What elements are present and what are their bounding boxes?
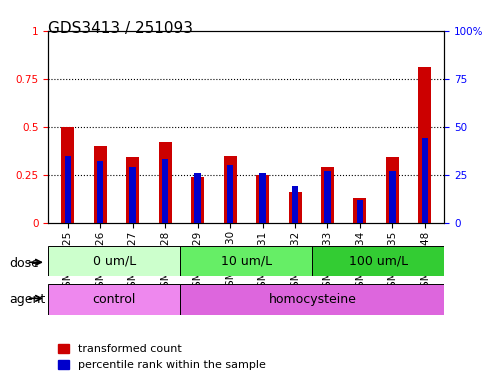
Bar bbox=[386, 157, 399, 223]
Bar bbox=[191, 177, 204, 223]
FancyBboxPatch shape bbox=[313, 246, 444, 276]
FancyBboxPatch shape bbox=[48, 284, 180, 315]
Text: 0 um/L: 0 um/L bbox=[93, 255, 136, 268]
Bar bbox=[389, 171, 396, 223]
Bar bbox=[94, 146, 107, 223]
Bar bbox=[321, 167, 334, 223]
Bar bbox=[288, 192, 301, 223]
FancyBboxPatch shape bbox=[48, 246, 180, 276]
FancyBboxPatch shape bbox=[180, 246, 313, 276]
Bar bbox=[162, 159, 169, 223]
Text: agent: agent bbox=[10, 293, 46, 306]
Bar bbox=[418, 67, 431, 223]
Text: homocysteine: homocysteine bbox=[269, 293, 356, 306]
Bar bbox=[129, 167, 136, 223]
Bar bbox=[194, 173, 201, 223]
Bar bbox=[422, 138, 428, 223]
Text: 10 um/L: 10 um/L bbox=[221, 255, 272, 268]
Bar bbox=[159, 142, 171, 223]
Bar bbox=[126, 157, 139, 223]
Text: GDS3413 / 251093: GDS3413 / 251093 bbox=[48, 21, 193, 36]
Bar bbox=[97, 161, 103, 223]
Bar bbox=[61, 127, 74, 223]
Bar bbox=[65, 156, 71, 223]
Bar bbox=[354, 198, 367, 223]
Bar bbox=[357, 200, 363, 223]
Bar bbox=[256, 175, 269, 223]
Text: dose: dose bbox=[10, 257, 40, 270]
Text: control: control bbox=[93, 293, 136, 306]
Bar bbox=[324, 171, 331, 223]
FancyBboxPatch shape bbox=[180, 284, 444, 315]
Bar bbox=[227, 165, 233, 223]
Text: 100 um/L: 100 um/L bbox=[349, 255, 408, 268]
Legend: transformed count, percentile rank within the sample: transformed count, percentile rank withi… bbox=[54, 340, 270, 375]
Bar bbox=[292, 186, 298, 223]
Bar bbox=[224, 156, 237, 223]
Bar bbox=[259, 173, 266, 223]
